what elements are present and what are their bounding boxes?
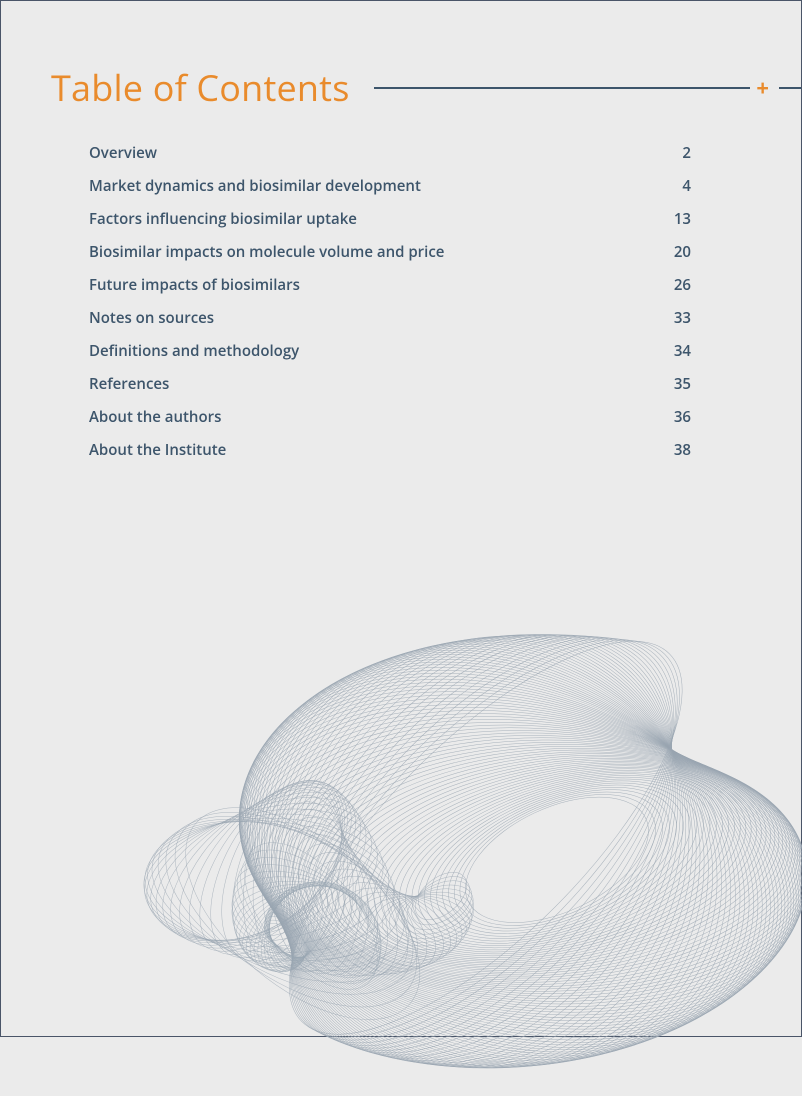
title-rule — [374, 87, 751, 89]
toc-page: 26 — [663, 275, 691, 295]
title-rule-tail — [779, 87, 801, 89]
toc-row: About the authors 36 — [89, 400, 691, 433]
toc-row: Overview 2 — [89, 136, 691, 169]
toc-page: 33 — [663, 308, 691, 328]
toc-row: Definitions and methodology 34 — [89, 334, 691, 367]
toc: Overview 2 Market dynamics and biosimila… — [89, 136, 691, 466]
toc-row: Future impacts of biosimilars 26 — [89, 268, 691, 301]
toc-label: Notes on sources — [89, 308, 214, 328]
toc-page: 13 — [663, 209, 691, 229]
toc-page: 4 — [663, 176, 691, 196]
toc-row: About the Institute 38 — [89, 433, 691, 466]
toc-page: 2 — [663, 143, 691, 163]
toc-row: Factors influencing biosimilar uptake 13 — [89, 202, 691, 235]
toc-label: Future impacts of biosimilars — [89, 275, 300, 295]
toc-page: 36 — [663, 407, 691, 427]
toc-page: 38 — [663, 440, 691, 460]
toc-label: Overview — [89, 143, 157, 163]
title-row: Table of Contents + — [51, 63, 801, 112]
decorative-wireframe — [121, 496, 802, 1096]
toc-row: Notes on sources 33 — [89, 301, 691, 334]
plus-icon: + — [750, 77, 779, 99]
toc-page: 35 — [663, 374, 691, 394]
toc-label: Definitions and methodology — [89, 341, 299, 361]
page-title: Table of Contents — [51, 63, 350, 112]
toc-page: 34 — [663, 341, 691, 361]
toc-label: References — [89, 374, 169, 394]
toc-label: Biosimilar impacts on molecule volume an… — [89, 242, 444, 262]
toc-label: Factors influencing biosimilar uptake — [89, 209, 357, 229]
toc-page: 20 — [663, 242, 691, 262]
toc-row: Biosimilar impacts on molecule volume an… — [89, 235, 691, 268]
toc-row: Market dynamics and biosimilar developme… — [89, 169, 691, 202]
toc-label: About the authors — [89, 407, 221, 427]
toc-label: Market dynamics and biosimilar developme… — [89, 176, 421, 196]
toc-label: About the Institute — [89, 440, 226, 460]
toc-row: References 35 — [89, 367, 691, 400]
